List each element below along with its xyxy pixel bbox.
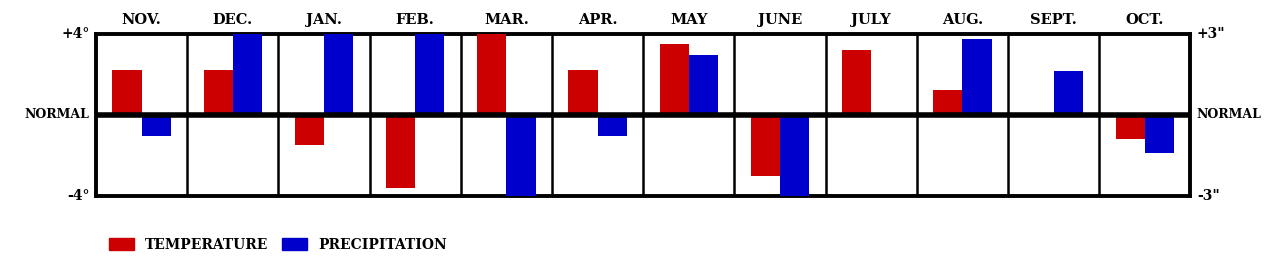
Bar xyxy=(1053,71,1083,115)
Text: DEC.: DEC. xyxy=(212,13,253,27)
Text: OCT.: OCT. xyxy=(1125,13,1164,27)
Bar xyxy=(1144,115,1174,153)
Legend: TEMPERATURE, PRECIPITATION: TEMPERATURE, PRECIPITATION xyxy=(102,232,452,257)
Text: AUG.: AUG. xyxy=(942,13,983,27)
Bar xyxy=(933,90,963,115)
Bar xyxy=(204,70,233,115)
Text: MAY: MAY xyxy=(671,13,708,27)
Bar xyxy=(387,115,415,188)
Text: NORMAL: NORMAL xyxy=(24,108,90,121)
Bar xyxy=(477,34,507,115)
Bar xyxy=(963,39,992,115)
Bar xyxy=(415,6,444,115)
Text: FEB.: FEB. xyxy=(396,13,435,27)
Text: APR.: APR. xyxy=(577,13,617,27)
Bar xyxy=(324,6,353,115)
Bar xyxy=(568,70,598,115)
Bar xyxy=(751,115,780,176)
Text: +4°: +4° xyxy=(61,27,90,41)
Bar xyxy=(780,115,809,201)
Bar xyxy=(294,115,324,145)
Text: SEPT.: SEPT. xyxy=(1030,13,1076,27)
Bar xyxy=(659,44,689,115)
Text: -3": -3" xyxy=(1197,189,1220,203)
Text: +3": +3" xyxy=(1197,27,1225,41)
Bar xyxy=(233,28,262,115)
Text: NOV.: NOV. xyxy=(122,13,161,27)
Text: JUNE: JUNE xyxy=(758,13,803,27)
Text: JAN.: JAN. xyxy=(306,13,342,27)
Text: NORMAL: NORMAL xyxy=(1197,108,1262,121)
Bar xyxy=(113,70,142,115)
Text: -4°: -4° xyxy=(67,189,90,203)
Bar xyxy=(842,50,872,115)
Text: JULY: JULY xyxy=(851,13,891,27)
Text: MAR.: MAR. xyxy=(484,13,529,27)
Bar xyxy=(689,55,718,115)
Bar xyxy=(598,115,627,136)
Bar xyxy=(142,115,170,136)
Bar xyxy=(1116,115,1144,139)
Bar xyxy=(507,115,535,201)
